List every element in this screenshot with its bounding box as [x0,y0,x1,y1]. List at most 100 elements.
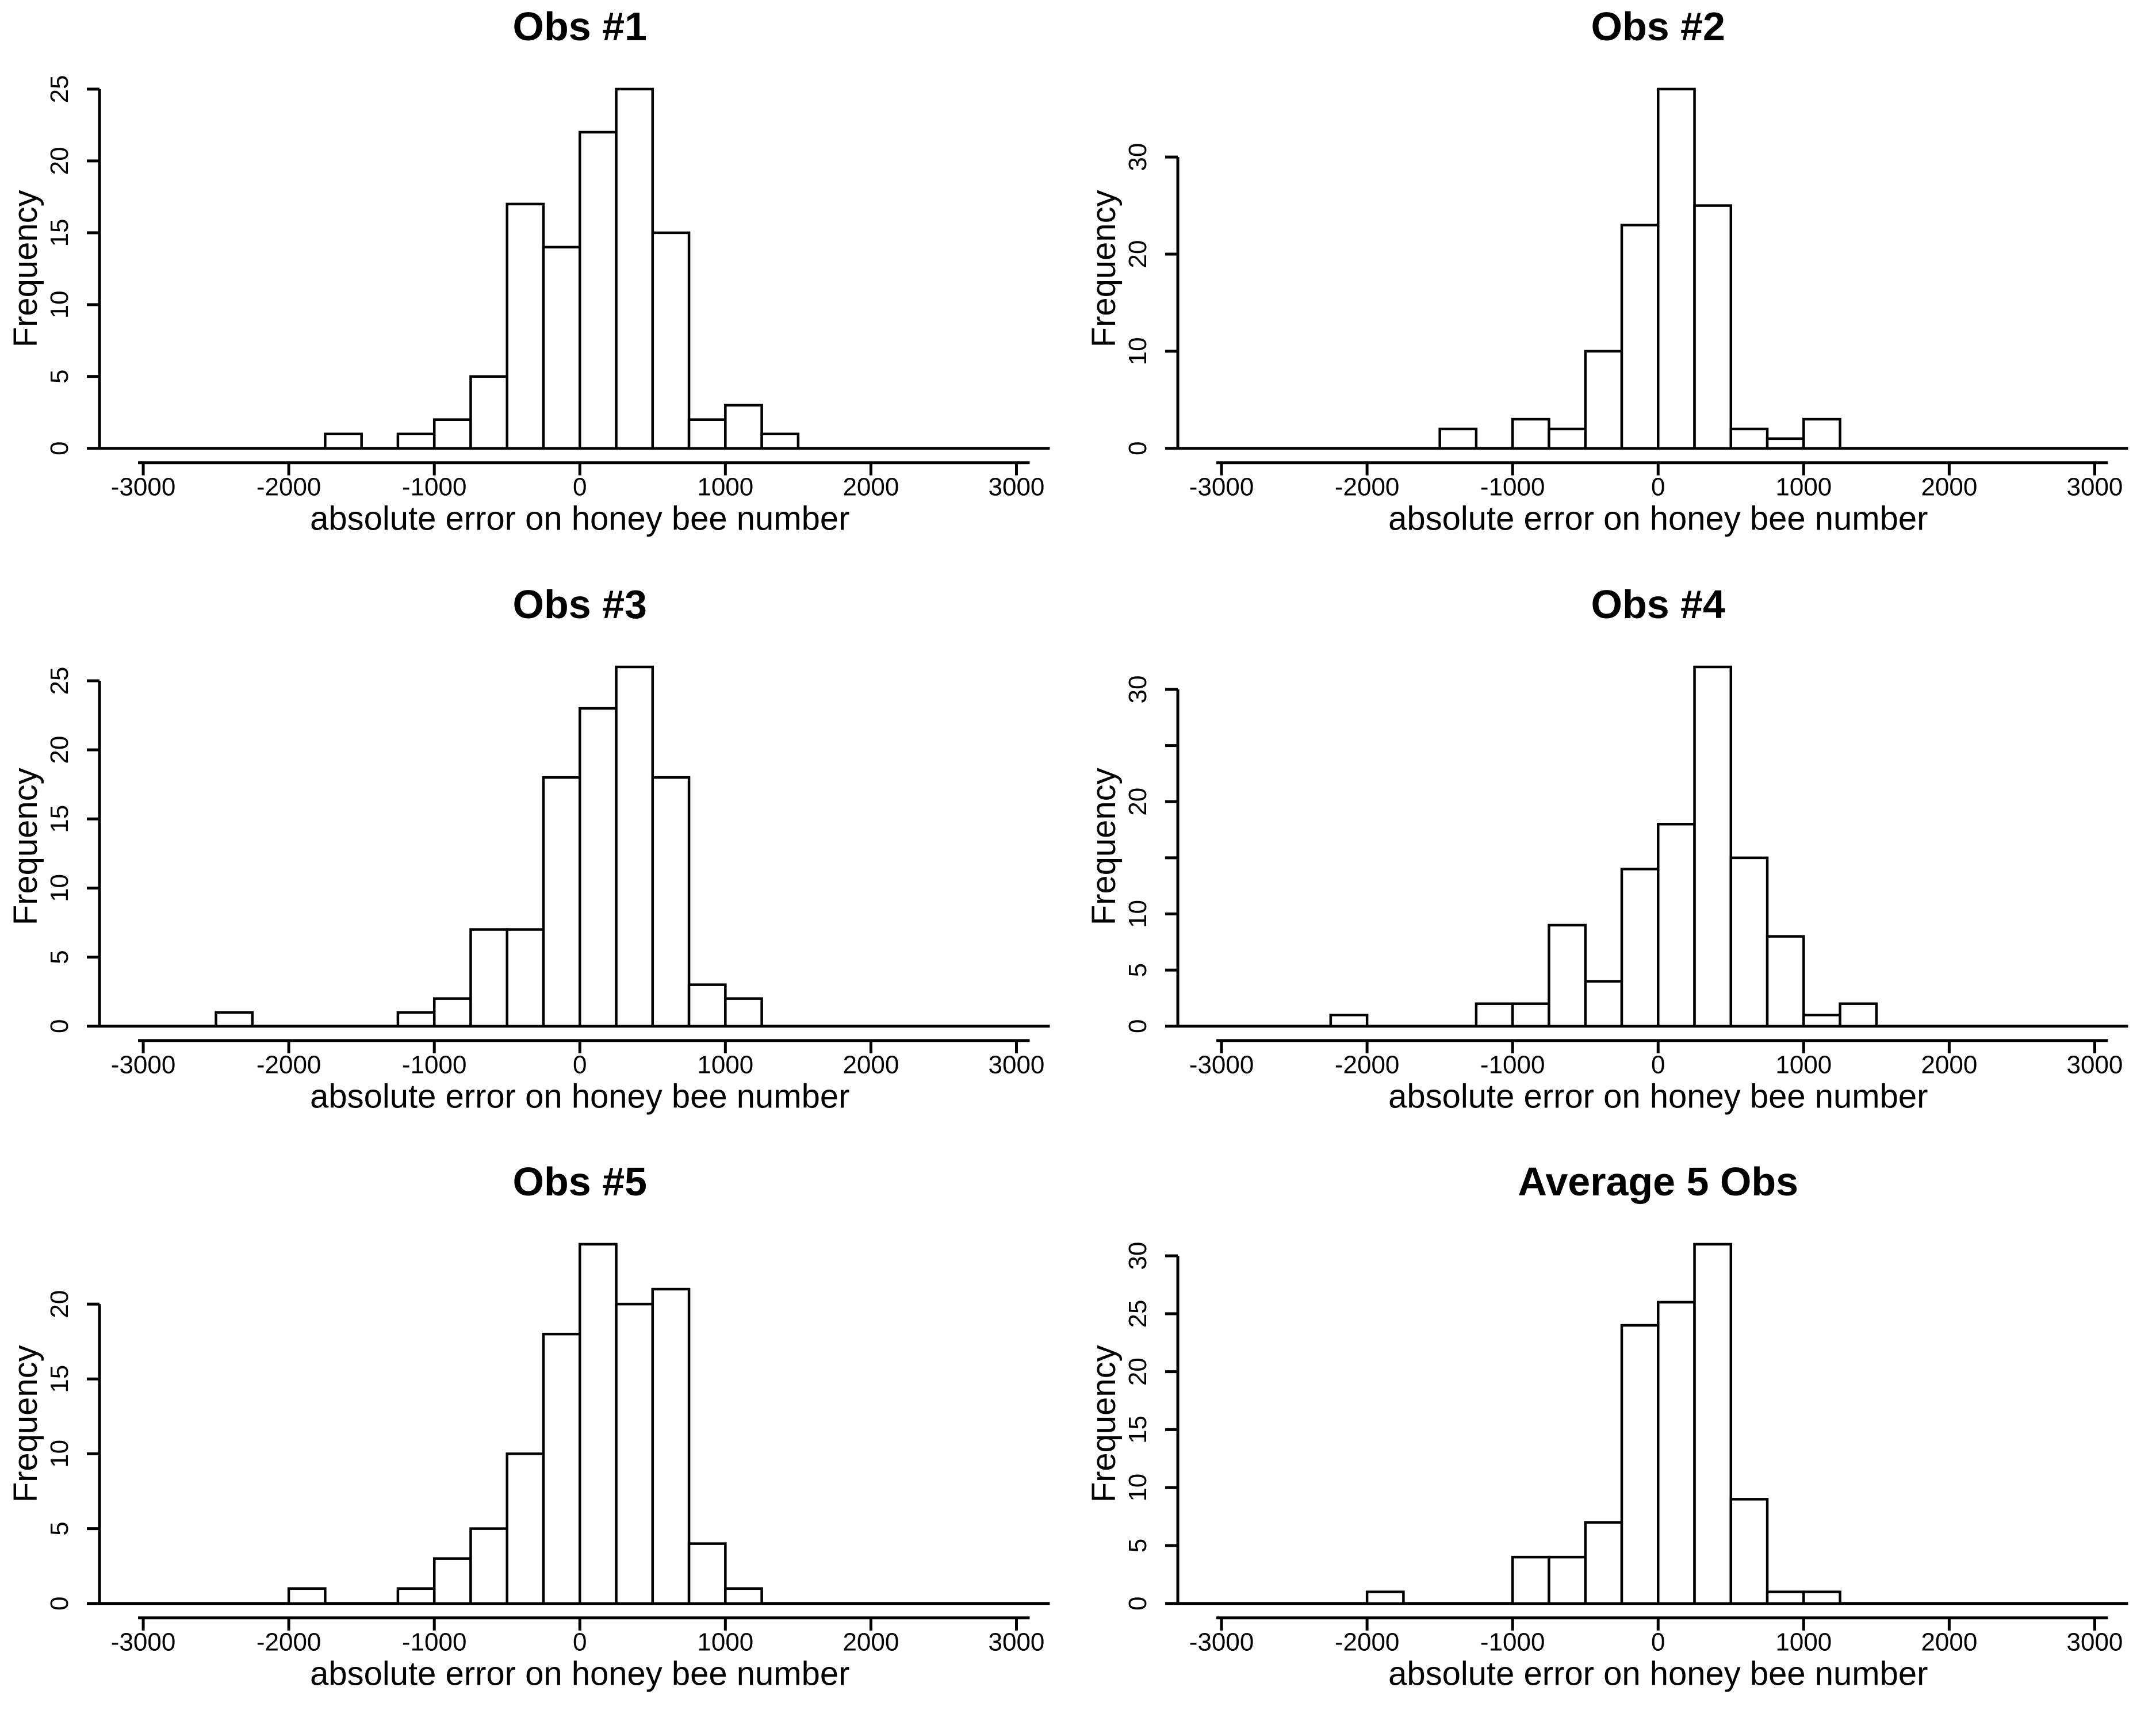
histogram-bar [1583,350,1623,450]
histogram-bar [542,776,581,1027]
y-tick-label: 20 [45,147,74,175]
y-tick-label: 20 [1124,240,1152,269]
histogram-bar [651,231,691,450]
histogram-bar [287,1587,327,1605]
histogram-bar [506,927,545,1027]
histogram-bar [1766,934,1805,1027]
x-tick-label: -2000 [1334,1050,1399,1079]
histogram-bar [1620,224,1660,450]
panel-title: Obs #4 [1591,582,1725,627]
panel-title: Obs #5 [513,1159,647,1204]
y-tick-label: 5 [45,950,74,964]
panel-cell-obs-1: Obs #1 Frequency absolute error on honey b… [0,0,1078,578]
histogram-bar [1620,867,1660,1027]
histogram-bar [432,418,472,450]
x-axis-title: absolute error on honey bee number [1388,1078,1928,1115]
histogram-bar [1511,417,1550,450]
histogram-bar [1802,1013,1841,1027]
x-tick-label: 2000 [1921,473,1977,501]
histogram-bar [1656,1301,1696,1605]
x-axis-title: absolute error on honey bee number [310,1656,849,1693]
y-tick-label: 0 [45,442,74,455]
y-tick-label: 0 [45,1597,74,1611]
histogram-bar [615,1303,654,1605]
x-tick-label: 3000 [2066,473,2123,501]
histogram-bar [579,1243,618,1605]
histogram-panel-obs-5: Obs #5 Frequency absolute error on honey b… [7,1159,1050,1693]
histogram-bar [1802,417,1841,450]
x-tick-label: -2000 [256,473,321,501]
histogram-bar [724,997,763,1027]
y-tick-label: 0 [1124,1597,1152,1611]
y-tick-label: 20 [1124,787,1152,815]
x-axis-title: absolute error on honey bee number [1388,1656,1928,1693]
x-tick-label: 1000 [697,1050,753,1079]
x-tick-label: -2000 [256,1628,321,1657]
y-tick-label: 10 [1124,337,1152,365]
histogram-bar [396,432,436,450]
histogram-bar [687,983,727,1027]
y-tick-label: 0 [1124,442,1152,455]
histogram-bar [687,1542,727,1605]
histogram-bar [1766,437,1805,450]
histogram-bar [1692,1243,1732,1605]
x-tick-label: -3000 [1189,1050,1254,1079]
y-tick-label: 25 [45,75,74,103]
x-tick-label: -1000 [1480,1050,1545,1079]
y-tick-label: 20 [45,1290,74,1318]
panel-cell-obs-2: Obs #2 Frequency absolute error on honey b… [1078,0,2156,578]
x-tick-label: 3000 [2066,1628,2123,1657]
histogram-bar [432,1557,472,1605]
x-tick-label: -3000 [111,1628,176,1657]
histogram-panel-obs-2: Obs #2 Frequency absolute error on honey b… [1086,4,2128,538]
histogram-bar [215,1011,254,1027]
y-tick-label: 15 [45,1365,74,1393]
histogram-bar [469,375,508,450]
x-tick-label: 3000 [2066,1050,2123,1079]
histogram-bar [579,707,618,1027]
histogram-bar [1620,1324,1660,1605]
histogram-bar [1802,1590,1841,1605]
histogram-bar [1656,822,1696,1027]
y-axis-title: Frequency [7,1345,44,1503]
histogram-bar [615,87,654,450]
y-tick-label: 10 [45,1440,74,1468]
x-tick-label: -2000 [1334,1628,1399,1657]
histogram-bar [506,202,545,450]
x-tick-label: 2000 [843,1628,899,1657]
histogram-bar [1656,87,1696,450]
x-tick-label: -1000 [402,1050,467,1079]
panel-title: Obs #3 [513,582,647,627]
x-tick-label: 1000 [1775,1628,1832,1657]
x-tick-label: -3000 [111,473,176,501]
x-tick-label: 0 [1651,473,1665,501]
histogram-bar [1583,980,1623,1027]
x-tick-label: 1000 [697,473,753,501]
panel-title: Average 5 Obs [1518,1159,1798,1204]
y-tick-label: 10 [45,874,74,902]
x-tick-label: 1000 [697,1628,753,1657]
histogram-bar [1583,1521,1623,1605]
y-tick-label: 30 [1124,675,1152,703]
x-axis-title: absolute error on honey bee number [310,1078,849,1115]
histogram-panel-obs-3: Obs #3 Frequency absolute error on honey b… [7,582,1050,1115]
y-tick-label: 20 [1124,1358,1152,1386]
y-tick-label: 0 [45,1019,74,1033]
histogram-bar [615,665,654,1027]
histogram-bar [1365,1590,1405,1605]
y-tick-label: 15 [1124,1416,1152,1444]
x-tick-label: -1000 [402,473,467,501]
histogram-bar [1692,665,1732,1027]
x-tick-label: 2000 [1921,1628,1977,1657]
x-tick-label: 1000 [1775,1050,1832,1079]
histogram-bar [469,1527,508,1605]
panel-cell-obs-4: Obs #4 Frequency absolute error on honey b… [1078,578,2156,1156]
panel-cell-average-5-obs: Average 5 Obs Frequency absolute error on … [1078,1155,2156,1733]
panel-title: Obs #2 [1591,4,1725,49]
y-tick-label: 0 [1124,1019,1152,1033]
x-tick-label: 3000 [989,1628,1045,1657]
y-axis-title: Frequency [1086,190,1123,347]
histogram-bar [579,131,618,450]
x-tick-label: -3000 [111,1050,176,1079]
